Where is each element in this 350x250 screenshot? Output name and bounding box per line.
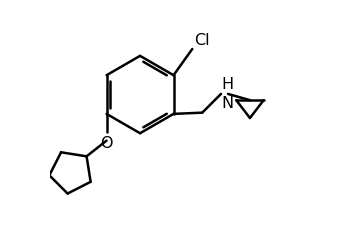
Text: N: N — [222, 96, 234, 111]
Text: Cl: Cl — [194, 33, 210, 48]
Text: O: O — [100, 136, 113, 150]
Text: H: H — [222, 76, 234, 92]
